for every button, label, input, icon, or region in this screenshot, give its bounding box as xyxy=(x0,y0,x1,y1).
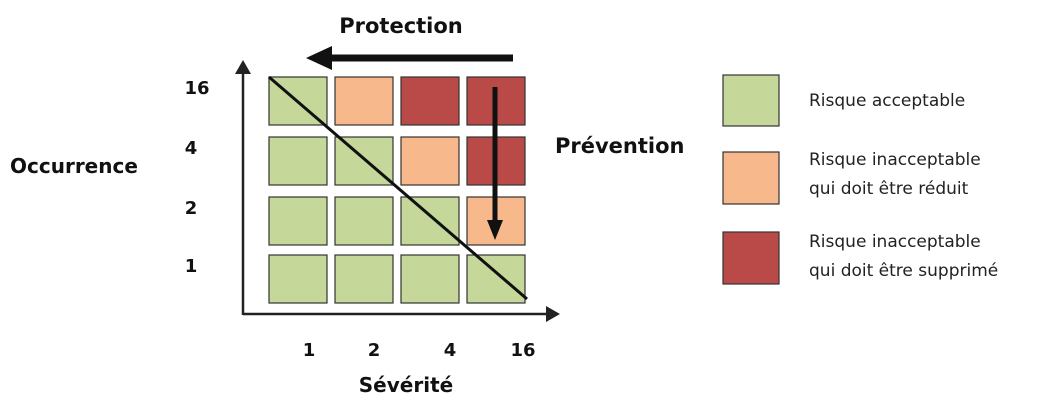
risk-cell-acceptable xyxy=(334,254,394,304)
risk-cell-acceptable xyxy=(268,136,328,186)
risk-cell-acceptable xyxy=(334,196,394,246)
legend-label-remove-line2: qui doit être supprimé xyxy=(809,261,998,281)
prevention-arrowhead xyxy=(487,220,503,240)
legend-label-remove-line1: Risque inacceptable xyxy=(809,232,981,252)
y-axis-arrowhead xyxy=(235,60,251,74)
legend-label-reduce-line1: Risque inacceptable xyxy=(809,150,981,170)
x-tick-label: 16 xyxy=(510,340,535,361)
legend-swatch-remove xyxy=(722,231,780,285)
x-tick-label: 1 xyxy=(303,340,316,361)
prevention-label: Prévention xyxy=(555,134,685,158)
risk-cell-acceptable xyxy=(400,196,460,246)
severity-axis-label: Sévérité xyxy=(359,373,453,397)
y-tick-label: 2 xyxy=(185,198,198,219)
legend-swatch-acceptable xyxy=(722,74,780,127)
protection-label: Protection xyxy=(339,14,463,38)
risk-cell-acceptable xyxy=(466,254,526,304)
y-tick-label: 1 xyxy=(185,256,198,277)
risk-cell-acceptable xyxy=(400,254,460,304)
protection-arrowhead xyxy=(306,46,332,70)
legend-label-reduce-line2: qui doit être réduit xyxy=(809,179,969,199)
diagonal-line xyxy=(268,75,528,301)
risk-cell-reduce xyxy=(334,76,394,126)
x-axis-arrowhead xyxy=(546,306,560,322)
y-tick-label: 4 xyxy=(185,138,198,159)
risk-grid xyxy=(268,76,526,304)
risk-cell-remove xyxy=(400,76,460,126)
x-tick-label: 4 xyxy=(444,340,457,361)
legend-swatch-reduce xyxy=(722,151,780,205)
risk-cell-acceptable xyxy=(268,196,328,246)
y-tick-label: 16 xyxy=(184,78,209,99)
risk-cell-acceptable xyxy=(268,254,328,304)
risk-cell-reduce xyxy=(400,136,460,186)
legend: Risque acceptable Risque inacceptable qu… xyxy=(722,74,998,285)
occurrence-axis-label: Occurrence xyxy=(10,154,138,178)
x-tick-label: 2 xyxy=(368,340,381,361)
legend-label-acceptable: Risque acceptable xyxy=(809,91,965,111)
